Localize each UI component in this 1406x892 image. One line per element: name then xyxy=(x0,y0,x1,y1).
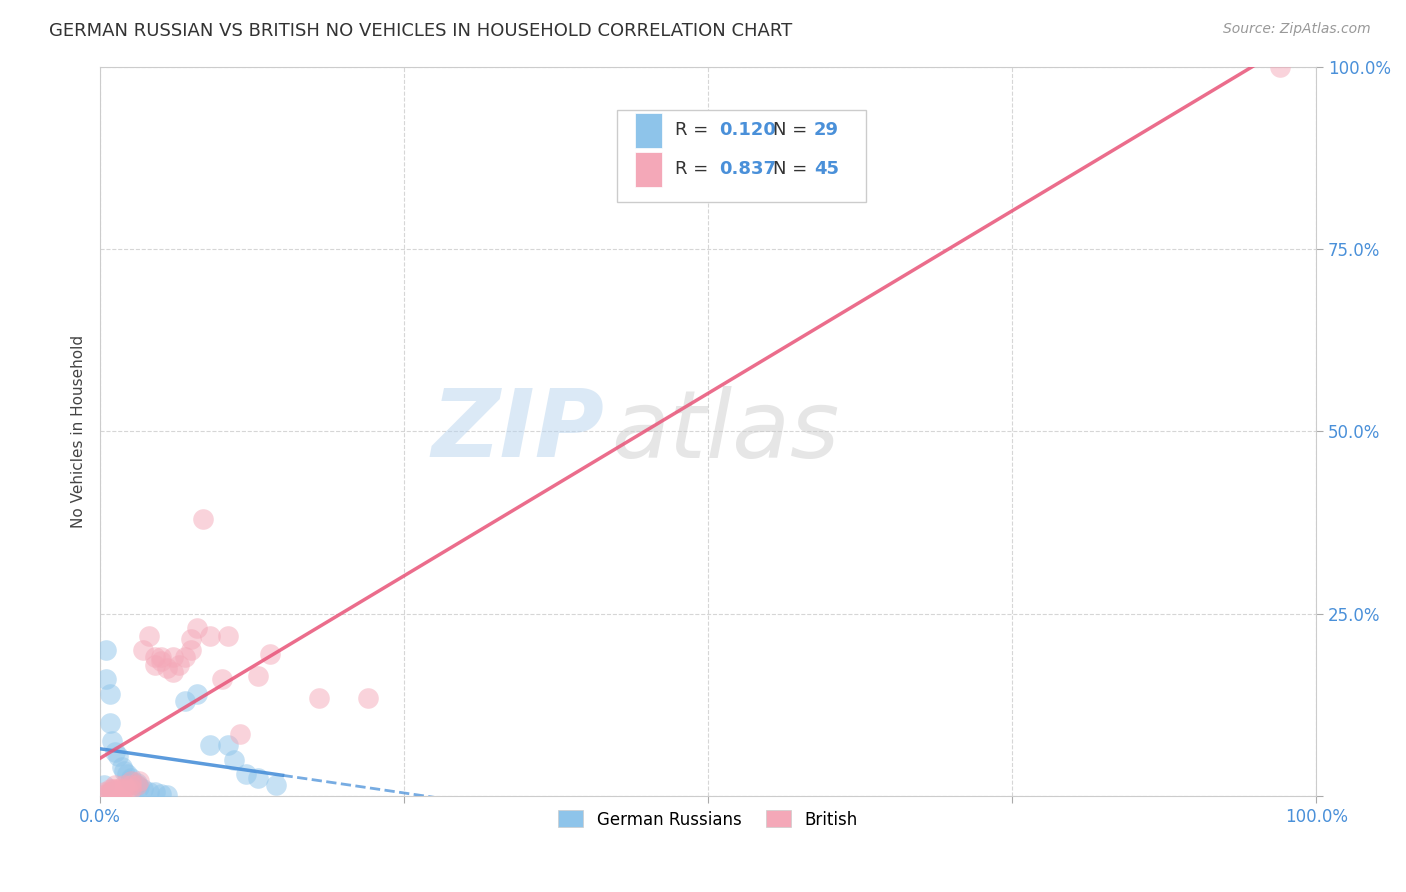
Point xyxy=(198,629,221,643)
Point xyxy=(247,669,270,683)
Text: 29: 29 xyxy=(814,121,839,139)
Point xyxy=(111,785,134,799)
Point xyxy=(114,764,136,778)
Point xyxy=(162,650,184,665)
Point xyxy=(217,738,239,752)
Point xyxy=(149,650,172,665)
Text: 0.120: 0.120 xyxy=(718,121,776,139)
Point xyxy=(180,632,202,647)
Point xyxy=(107,781,129,796)
FancyBboxPatch shape xyxy=(617,111,866,202)
Point xyxy=(128,780,150,795)
Point xyxy=(114,781,136,796)
Text: N =: N = xyxy=(773,161,813,178)
Point xyxy=(235,767,257,781)
Point xyxy=(143,650,166,665)
Point xyxy=(115,767,138,781)
Point xyxy=(149,654,172,668)
Point xyxy=(193,512,215,526)
Point xyxy=(111,760,134,774)
Point xyxy=(247,771,270,785)
Text: 45: 45 xyxy=(814,161,839,178)
Point xyxy=(308,690,330,705)
Point xyxy=(120,774,142,789)
Point xyxy=(174,650,197,665)
Text: GERMAN RUSSIAN VS BRITISH NO VEHICLES IN HOUSEHOLD CORRELATION CHART: GERMAN RUSSIAN VS BRITISH NO VEHICLES IN… xyxy=(49,22,793,40)
Text: R =: R = xyxy=(675,161,714,178)
Point xyxy=(104,785,127,799)
Point xyxy=(96,787,118,801)
Point xyxy=(266,778,288,792)
Text: ZIP: ZIP xyxy=(432,385,605,477)
Point xyxy=(101,785,124,799)
Point xyxy=(93,785,115,799)
Point xyxy=(111,781,134,796)
Point xyxy=(356,690,378,705)
FancyBboxPatch shape xyxy=(636,112,662,147)
FancyBboxPatch shape xyxy=(636,152,662,187)
Point xyxy=(120,774,142,789)
Point xyxy=(131,643,153,657)
Point xyxy=(104,778,127,792)
Point xyxy=(107,785,129,799)
Point xyxy=(125,776,148,790)
Point xyxy=(186,687,208,701)
Text: N =: N = xyxy=(773,121,813,139)
Point xyxy=(104,745,127,759)
Point xyxy=(229,727,252,741)
Point xyxy=(143,657,166,672)
Point xyxy=(156,788,179,802)
Point xyxy=(167,657,190,672)
Point xyxy=(98,716,121,731)
Point xyxy=(217,629,239,643)
Point xyxy=(138,629,160,643)
Point xyxy=(128,774,150,789)
Point xyxy=(107,748,129,763)
Text: atlas: atlas xyxy=(610,386,839,477)
Point xyxy=(98,781,121,796)
Legend: German Russians, British: German Russians, British xyxy=(551,804,865,835)
Point xyxy=(180,643,202,657)
Point xyxy=(120,771,142,785)
Point xyxy=(93,778,115,792)
Point xyxy=(115,781,138,796)
Point xyxy=(101,734,124,748)
Point xyxy=(198,738,221,752)
Point xyxy=(138,785,160,799)
Point xyxy=(101,781,124,796)
Point xyxy=(131,781,153,796)
Text: Source: ZipAtlas.com: Source: ZipAtlas.com xyxy=(1223,22,1371,37)
Point xyxy=(98,687,121,701)
Point xyxy=(149,787,172,801)
Point xyxy=(114,778,136,792)
Point xyxy=(104,781,127,796)
Point xyxy=(222,753,245,767)
Text: 0.837: 0.837 xyxy=(718,161,776,178)
Point xyxy=(125,778,148,792)
Point xyxy=(186,621,208,635)
Point xyxy=(96,643,118,657)
Point xyxy=(120,781,142,796)
Text: R =: R = xyxy=(675,121,714,139)
Point xyxy=(98,785,121,799)
Point xyxy=(174,694,197,708)
Point xyxy=(156,661,179,675)
Point xyxy=(143,785,166,799)
Point xyxy=(120,778,142,792)
Point xyxy=(125,778,148,792)
Point xyxy=(211,673,233,687)
Point xyxy=(96,673,118,687)
Point xyxy=(162,665,184,679)
Y-axis label: No Vehicles in Household: No Vehicles in Household xyxy=(72,334,86,528)
Point xyxy=(1268,60,1291,74)
Point xyxy=(259,647,281,661)
